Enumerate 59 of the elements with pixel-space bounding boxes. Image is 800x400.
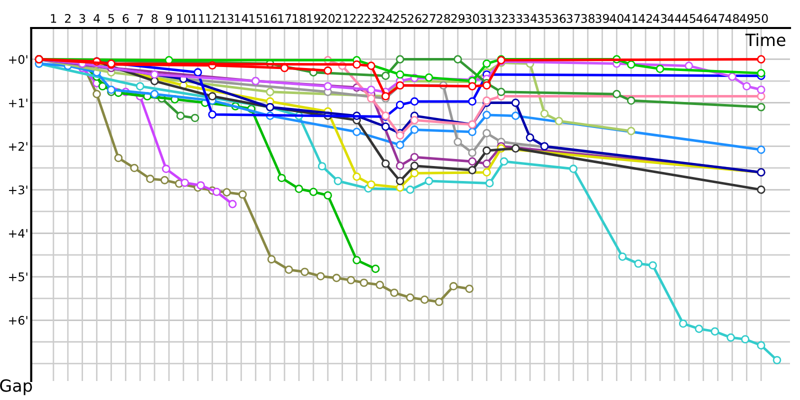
x-tick-label: 28 <box>436 14 450 23</box>
x-tick-label: 48 <box>725 14 739 23</box>
x-axis-title: Time <box>745 33 786 46</box>
x-tick-label: 5 <box>108 14 114 23</box>
x-tick-label: 22 <box>350 14 364 23</box>
y-tick-label: +5' <box>9 272 28 282</box>
x-tick-label: 36 <box>552 14 566 23</box>
x-tick-label: 30 <box>466 14 479 23</box>
x-tick-label: 2 <box>64 14 70 23</box>
x-tick-label: 19 <box>307 14 320 23</box>
x-tick-label: 38 <box>581 14 595 23</box>
y-axis-title: Gap <box>0 379 32 396</box>
x-tick-label: 25 <box>393 14 407 23</box>
x-tick-label: 7 <box>137 14 143 23</box>
x-tick-label: 14 <box>234 14 248 23</box>
x-tick-label: 44 <box>668 14 682 23</box>
x-tick-label: 46 <box>696 14 710 23</box>
x-tick-label: 32 <box>494 14 508 23</box>
x-tick-label: 4 <box>94 14 100 23</box>
x-tick-label: 20 <box>321 14 335 23</box>
y-tick-label: +0' <box>9 55 28 64</box>
x-tick-label: 9 <box>166 14 172 23</box>
x-tick-label: 29 <box>451 14 465 23</box>
x-tick-label: 39 <box>596 14 609 23</box>
y-tick-label: +2' <box>9 142 28 151</box>
y-tick-label: +4' <box>9 229 28 238</box>
x-tick-label: 33 <box>508 14 522 23</box>
x-tick-label: 49 <box>740 14 754 23</box>
x-tick-label: 21 <box>336 14 349 23</box>
x-tick-label: 26 <box>408 14 422 23</box>
x-tick-label: 41 <box>624 14 638 23</box>
x-tick-label: 45 <box>682 14 696 23</box>
x-tick-label: 27 <box>422 14 436 23</box>
x-tick-label: 12 <box>206 14 219 23</box>
x-tick-label: 23 <box>364 14 378 23</box>
x-tick-label: 42 <box>638 14 652 23</box>
x-tick-label: 34 <box>523 14 537 23</box>
x-tick-label: 10 <box>177 14 190 23</box>
x-tick-label: 1 <box>50 14 56 23</box>
x-tick-label: 24 <box>378 14 392 23</box>
x-tick-label: 50 <box>754 14 768 23</box>
x-tick-label: 18 <box>292 14 306 23</box>
x-tick-label: 15 <box>249 14 262 23</box>
x-tick-label: 47 <box>710 14 724 23</box>
x-tick-label: 43 <box>653 14 667 23</box>
x-tick-label: 13 <box>220 14 234 23</box>
x-tick-label: 6 <box>122 14 129 23</box>
x-tick-label: 35 <box>538 14 551 23</box>
x-tick-label: 31 <box>480 14 494 23</box>
x-tick-label: 17 <box>278 14 292 23</box>
x-tick-label: 8 <box>152 14 158 23</box>
y-tick-label: +6' <box>9 316 28 325</box>
x-tick-label: 3 <box>79 14 86 23</box>
y-tick-label: +1' <box>9 98 28 108</box>
x-tick-label: 16 <box>264 14 277 23</box>
y-tick-label: +3' <box>9 185 28 194</box>
x-tick-label: 11 <box>192 14 204 23</box>
x-tick-label: 37 <box>566 14 580 23</box>
x-tick-label: 40 <box>610 14 624 23</box>
